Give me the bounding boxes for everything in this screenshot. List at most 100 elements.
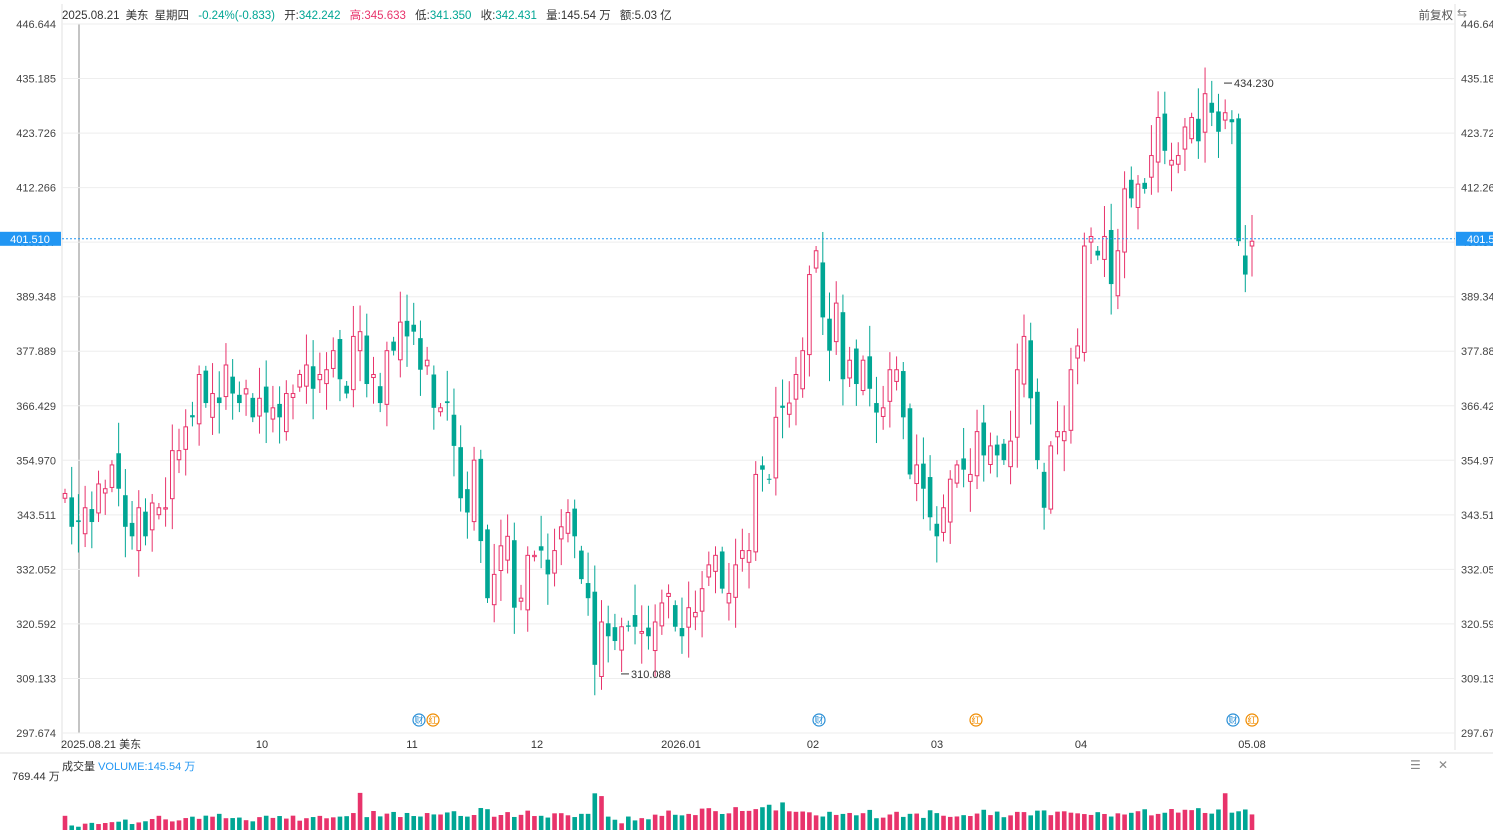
volume-bar — [733, 807, 738, 830]
badge-circle — [426, 713, 440, 727]
quote-volume: 量:145.54 万 — [546, 10, 611, 22]
candle-body — [444, 401, 450, 404]
candle-body — [424, 359, 430, 367]
candle-body — [605, 623, 611, 637]
earnings-badge: 财 — [812, 713, 826, 727]
x-tick-label: 02 — [807, 739, 819, 751]
candle-body — [96, 483, 101, 514]
volume-bar — [438, 814, 443, 830]
badge-text: 财 — [814, 715, 823, 726]
candle-body — [431, 374, 437, 408]
volume-bar — [1155, 813, 1161, 830]
candle-body — [216, 397, 222, 404]
volume-bar — [1115, 813, 1121, 830]
volume-bar — [290, 815, 296, 830]
candle-body — [1222, 112, 1228, 121]
candle — [237, 381, 242, 413]
y-tick-right: 412.266 — [1461, 183, 1493, 195]
candle — [143, 498, 148, 546]
volume-bar — [1082, 814, 1087, 830]
y-tick-right: 366.429 — [1461, 401, 1493, 413]
badge-text: 财 — [414, 715, 423, 726]
candle — [377, 372, 383, 413]
volume-bar — [626, 816, 631, 830]
candle-body — [974, 431, 980, 477]
candle-body — [471, 459, 477, 523]
candle-body — [398, 321, 403, 361]
volume-bar — [310, 817, 316, 830]
candle-body — [666, 592, 671, 597]
volume-bar — [793, 811, 799, 830]
candle-body — [1202, 93, 1208, 133]
candle — [1242, 225, 1248, 293]
adjust-mode-button[interactable]: 前复权 — [1418, 10, 1454, 22]
candle-body — [592, 591, 598, 665]
candle — [344, 380, 349, 399]
y-tick-right: 343.511 — [1461, 510, 1493, 522]
candle — [250, 393, 256, 423]
candle-body — [947, 478, 953, 523]
swap-icon[interactable]: ⇆ — [1456, 6, 1467, 20]
candle-body — [324, 369, 329, 385]
badge-text: 财 — [1228, 715, 1237, 726]
candle — [585, 552, 591, 616]
y-tick-left: 366.429 — [16, 401, 56, 413]
candle — [572, 499, 577, 559]
candle-body — [451, 414, 457, 446]
candle-body — [1189, 116, 1194, 140]
volume-bar — [136, 822, 142, 830]
volume-bar — [230, 818, 235, 830]
candle — [1088, 227, 1094, 264]
volume-bar — [210, 816, 215, 830]
candle — [552, 528, 557, 587]
candle — [156, 502, 162, 520]
volume-bar — [471, 815, 477, 830]
candle-body — [505, 535, 510, 561]
candle-body — [1055, 431, 1060, 438]
candle — [900, 361, 906, 440]
volume-bar — [599, 796, 604, 830]
quote-open: 开:342.242 — [284, 10, 340, 22]
volume-bar — [391, 811, 396, 830]
candle-body — [143, 511, 148, 537]
y-tick-right: 332.052 — [1461, 564, 1493, 576]
candle — [465, 471, 470, 539]
settings-icon[interactable]: ☰ — [1410, 758, 1421, 772]
volume-bar — [605, 816, 611, 830]
candle — [807, 265, 812, 377]
candle-body — [981, 422, 987, 456]
volume-bar — [585, 813, 591, 830]
min-price-label: 310.088 — [631, 669, 671, 681]
candle — [646, 605, 651, 650]
volume-bar — [1014, 811, 1020, 830]
candle — [699, 571, 705, 638]
candle — [223, 343, 229, 410]
volume-bar — [773, 810, 779, 830]
candle — [62, 488, 68, 503]
volume-bar — [1175, 812, 1181, 830]
candle — [149, 493, 155, 552]
badge-text: 红 — [971, 715, 980, 726]
close-icon[interactable]: ✕ — [1438, 758, 1449, 772]
volume-bar — [411, 816, 417, 830]
candle — [1222, 99, 1228, 130]
candle — [1068, 347, 1074, 444]
candle — [579, 545, 584, 584]
candle-body — [585, 583, 591, 599]
candle — [1182, 117, 1188, 171]
volume-bar — [250, 821, 256, 830]
volume-bar — [337, 816, 343, 830]
candle-body — [907, 408, 913, 475]
candle-body — [391, 341, 396, 351]
candle — [1189, 112, 1194, 144]
candle-body — [565, 512, 571, 534]
volume-bar — [880, 817, 886, 830]
candle — [102, 479, 108, 515]
candle-body — [1229, 119, 1235, 123]
volume-bar — [646, 819, 651, 830]
candle-body — [1122, 188, 1127, 253]
candle — [626, 620, 631, 632]
volume-bar — [981, 809, 987, 830]
volume-bar — [900, 816, 906, 830]
